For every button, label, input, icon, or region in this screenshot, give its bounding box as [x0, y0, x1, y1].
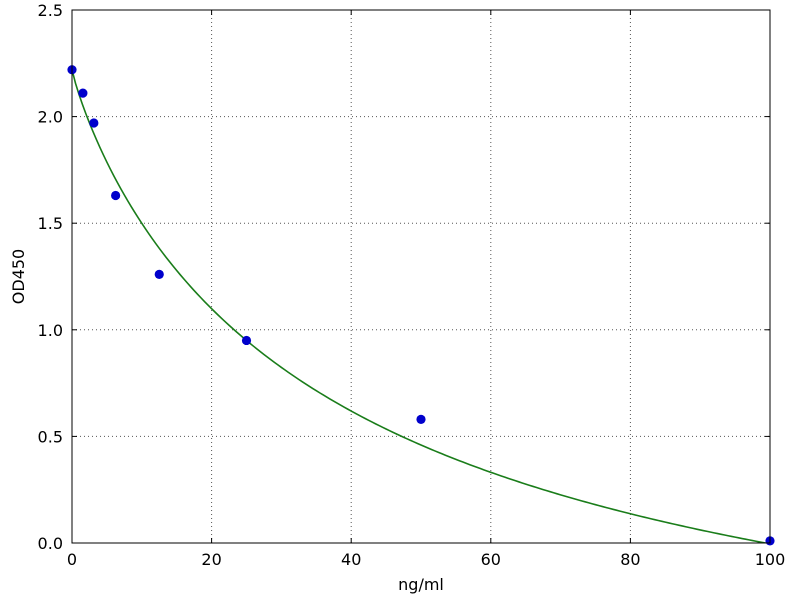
grid-layer: [72, 10, 770, 543]
y-tick-label: 0.0: [38, 534, 63, 553]
data-point: [78, 88, 88, 98]
plot-border: [71, 9, 771, 544]
tick-label-layer: 0 20 40 60 80 100 0.0 0.5 1.0 1.5 2.0 2.5: [38, 1, 786, 569]
x-tick-label: 80: [620, 550, 640, 569]
x-tick-label: 60: [481, 550, 501, 569]
x-tick-label: 40: [341, 550, 361, 569]
x-tick-label: 20: [201, 550, 221, 569]
data-point: [89, 118, 99, 128]
x-tick-label: 100: [755, 550, 786, 569]
x-axis-label: ng/ml: [398, 575, 444, 594]
axis-layer: [71, 9, 771, 544]
marker-layer: [67, 65, 775, 546]
y-tick-label: 1.0: [38, 321, 63, 340]
y-tick-label: 2.5: [38, 1, 63, 20]
fit-curve: [72, 69, 770, 543]
y-tick-label: 1.5: [38, 214, 63, 233]
data-point: [154, 269, 164, 279]
data-layer: [72, 69, 770, 543]
y-axis-label: OD450: [9, 249, 28, 304]
data-point: [111, 190, 121, 201]
y-tick-label: 2.0: [38, 108, 63, 127]
data-point: [241, 335, 252, 346]
y-tick-label: 0.5: [38, 427, 63, 446]
data-point: [416, 414, 426, 424]
x-tick-label: 0: [67, 550, 77, 569]
